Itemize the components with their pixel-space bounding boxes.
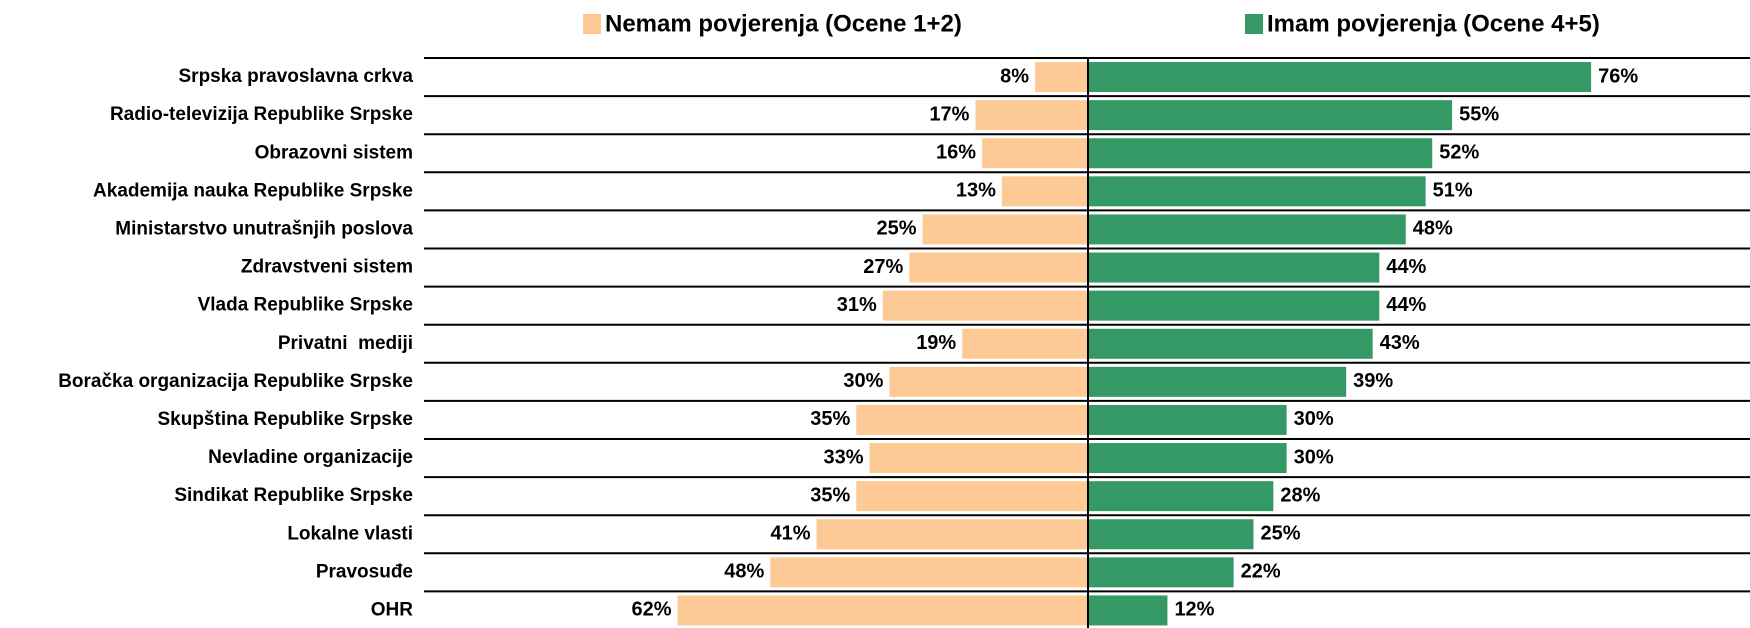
bar — [856, 481, 1088, 512]
bar — [962, 328, 1088, 359]
value-label: 30% — [843, 370, 883, 392]
bar — [1088, 443, 1287, 474]
value-label: 12% — [1174, 599, 1214, 621]
bar — [856, 404, 1088, 435]
category-label: Zdravstveni sistem — [241, 257, 413, 278]
category-label: Pravosuđe — [316, 561, 413, 582]
value-label: 25% — [1261, 523, 1301, 545]
category-label: Srpska pravoslavna crkva — [179, 66, 414, 87]
value-label: 33% — [824, 446, 864, 468]
bar — [816, 519, 1088, 550]
category-label: Vlada Republike Srpske — [198, 295, 413, 316]
bar — [882, 290, 1088, 321]
bar — [1088, 138, 1433, 169]
value-label: 22% — [1241, 561, 1281, 583]
bar — [869, 443, 1088, 474]
value-label: 52% — [1439, 142, 1479, 164]
bar — [1088, 62, 1592, 93]
value-label: 41% — [771, 523, 811, 545]
value-label: 31% — [837, 294, 877, 316]
value-label: 35% — [810, 484, 850, 506]
legend-label: Imam povjerenja (Ocene 4+5) — [1267, 10, 1600, 37]
value-label: 19% — [916, 332, 956, 354]
category-label: Ministarstvo unutrašnjih poslova — [115, 218, 413, 239]
bar — [1088, 214, 1406, 245]
value-label: 17% — [929, 103, 969, 125]
value-label: 35% — [810, 408, 850, 430]
value-label: 48% — [724, 561, 764, 583]
bar — [889, 366, 1088, 397]
category-label: Lokalne vlasti — [287, 523, 413, 544]
category-label: Radio-televizija Republike Srpske — [110, 104, 413, 125]
value-label: 8% — [1000, 65, 1029, 87]
category-label: Skupština Republike Srpske — [157, 409, 413, 430]
value-label: 27% — [863, 256, 903, 278]
bar — [1088, 100, 1453, 131]
value-label: 55% — [1459, 103, 1499, 125]
value-label: 48% — [1413, 218, 1453, 240]
legend-swatch — [583, 14, 601, 34]
bar — [1088, 557, 1234, 588]
bar — [1088, 595, 1168, 626]
category-label: Boračka organizacija Republike Srpske — [58, 371, 413, 392]
bar — [1035, 62, 1088, 93]
value-label: 30% — [1294, 408, 1334, 430]
value-label: 39% — [1353, 370, 1393, 392]
bar — [1088, 519, 1254, 550]
bar — [975, 100, 1088, 131]
value-label: 76% — [1598, 65, 1638, 87]
bar — [922, 214, 1088, 245]
value-label: 28% — [1280, 484, 1320, 506]
legend-swatch — [1245, 14, 1263, 34]
bar — [770, 557, 1088, 588]
category-label: Privatni mediji — [278, 333, 413, 354]
bar — [1088, 252, 1380, 283]
bar — [909, 252, 1088, 283]
category-label: Obrazovni sistem — [255, 142, 413, 163]
bar — [1088, 290, 1380, 321]
bar — [1088, 404, 1287, 435]
value-label: 44% — [1386, 256, 1426, 278]
category-label: Nevladine organizacije — [208, 447, 413, 468]
category-label: Akademija nauka Republike Srpske — [93, 180, 413, 201]
bar — [677, 595, 1088, 626]
value-label: 25% — [876, 218, 916, 240]
category-label: Sindikat Republike Srpske — [174, 485, 413, 506]
value-label: 43% — [1380, 332, 1420, 354]
value-label: 44% — [1386, 294, 1426, 316]
bar — [982, 138, 1088, 169]
category-label: OHR — [371, 599, 414, 620]
value-label: 51% — [1433, 180, 1473, 202]
bar — [1001, 176, 1088, 207]
bar — [1088, 366, 1347, 397]
value-label: 62% — [632, 599, 672, 621]
legend-label: Nemam povjerenja (Ocene 1+2) — [605, 10, 962, 37]
bar — [1088, 481, 1274, 512]
value-label: 30% — [1294, 446, 1334, 468]
bar — [1088, 328, 1373, 359]
bar — [1088, 176, 1426, 207]
value-label: 13% — [956, 180, 996, 202]
value-label: 16% — [936, 142, 976, 164]
